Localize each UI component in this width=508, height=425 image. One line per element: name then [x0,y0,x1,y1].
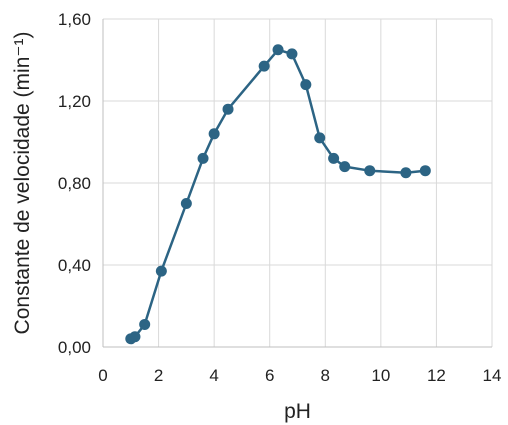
data-point [197,152,209,164]
data-point [129,331,141,343]
data-point [419,165,431,177]
tick-labels: 0 2 4 6 8 10 12 14 0,00 0,40 0,80 1,20 1,60 [58,10,502,385]
y-tick-label: 0,00 [58,338,91,357]
data-point [139,318,151,330]
data-point [328,152,340,164]
x-tick-label: 4 [209,366,218,385]
y-tick-label: 1,60 [58,10,91,29]
x-tick-label: 8 [321,366,330,385]
data-point [222,103,234,115]
data-point [364,165,376,177]
grid-lines [103,18,493,347]
x-tick-label: 2 [154,366,163,385]
x-tick-label: 6 [265,366,274,385]
x-tick-label: 0 [98,366,107,385]
y-tick-label: 0,40 [58,256,91,275]
x-tick-label: 14 [483,366,502,385]
data-point [258,60,270,72]
y-axis-title: Constante de velocidade (min⁻¹) [11,32,34,335]
data-point [314,132,326,144]
y-tick-label: 1,20 [58,92,91,111]
data-point [339,161,351,173]
x-tick-label: 12 [427,366,446,385]
data-series [125,44,431,345]
data-point [208,128,220,140]
axes [102,19,492,348]
x-axis-title: pH [284,400,311,423]
data-point [286,48,298,60]
data-point [155,265,167,277]
x-tick-label: 10 [371,366,390,385]
data-point [300,79,312,91]
data-point [272,44,284,56]
data-point [400,167,412,179]
y-tick-label: 0,80 [58,174,91,193]
data-point [180,198,192,209]
